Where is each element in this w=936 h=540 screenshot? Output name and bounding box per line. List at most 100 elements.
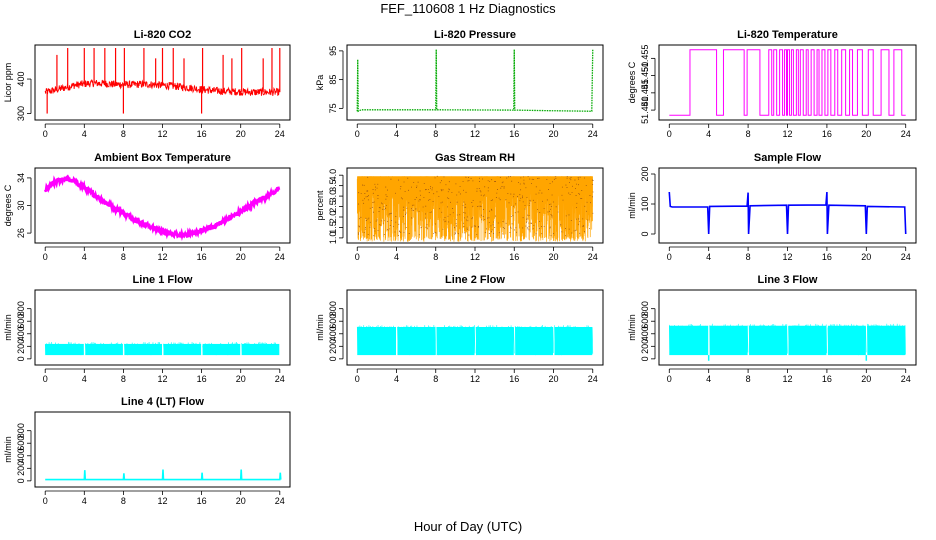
x-tick-label: 20 — [861, 374, 871, 384]
x-tick-label: 24 — [901, 374, 911, 384]
series-line — [668, 191, 907, 235]
flow-band-texture — [436, 325, 476, 356]
x-tick-label: 24 — [588, 374, 598, 384]
y-tick-label: 51.445 — [640, 79, 650, 107]
panel-7: Line 2 Flow ml/min 0 4 8 12 16 20 24 0 20040060080… — [315, 274, 604, 384]
flow-band-texture — [554, 325, 594, 356]
plot-frame — [34, 289, 291, 366]
flow-band-texture — [84, 342, 123, 356]
flow-band-texture — [668, 323, 708, 355]
panel-title: Line 1 Flow — [133, 274, 193, 286]
x-tick-label: 16 — [822, 129, 832, 139]
panel-5: Sample Flow ml/min 0 4 8 12 16 20 24 0 100 200 — [627, 152, 917, 262]
x-tick-label: 8 — [121, 252, 126, 262]
x-tick-label: 16 — [822, 252, 832, 262]
y-tick-label: 600 — [16, 314, 26, 329]
data-layer — [43, 174, 281, 242]
flow-band-texture — [124, 342, 162, 356]
y-tick-label: 400 — [16, 72, 26, 87]
x-tick-label: 12 — [782, 374, 792, 384]
plot-frame — [658, 289, 917, 366]
y-axis-label: kPa — [315, 75, 325, 91]
panel-3: Ambient Box Temperature degrees C 0 4 8 12 16 2… — [3, 152, 291, 262]
x-tick-label: 16 — [509, 129, 519, 139]
x-tick-label: 0 — [43, 252, 48, 262]
y-tick-label: 0 — [640, 356, 650, 361]
x-tick-label: 20 — [861, 252, 871, 262]
panel-title: Li-820 CO2 — [134, 29, 191, 41]
panel-0: Li-820 CO2 Licor ppm 0 4 8 12 16 20 24 300 400 — [3, 29, 291, 139]
y-tick-label: 1.0 — [328, 232, 338, 245]
y-tick-label: 0 — [640, 231, 650, 236]
x-tick-label: 20 — [236, 374, 246, 384]
y-tick-label: 200 — [640, 339, 650, 354]
x-tick-label: 8 — [746, 252, 751, 262]
y-tick-label: 600 — [640, 314, 650, 329]
y-tick-label: 400 — [640, 326, 650, 341]
x-tick-label: 20 — [236, 496, 246, 506]
panel-8: Line 3 Flow ml/min 0 4 8 12 16 20 24 0 20040060080… — [627, 274, 917, 384]
y-axis-label: ml/min — [627, 192, 637, 219]
panel-title: Ambient Box Temperature — [94, 152, 231, 164]
x-tick-label: 4 — [706, 374, 711, 384]
y-tick-label: 95 — [328, 46, 338, 56]
x-tick-label: 16 — [197, 129, 207, 139]
panel-title: Gas Stream RH — [435, 152, 515, 164]
temperature-series-line — [669, 49, 906, 116]
y-tick-label: 400 — [16, 448, 26, 463]
x-tick-label: 16 — [197, 496, 207, 506]
x-tick-label: 4 — [706, 252, 711, 262]
x-tick-label: 20 — [861, 129, 871, 139]
plot-frame — [34, 411, 291, 488]
x-axis-title: Hour of Day (UTC) — [413, 519, 523, 534]
x-tick-label: 12 — [157, 252, 167, 262]
panel-title: Line 3 Flow — [758, 274, 818, 286]
y-axis-label: percent — [315, 190, 325, 221]
flow-band-texture — [202, 342, 240, 356]
plot-frame — [346, 289, 604, 366]
rh-series-line — [356, 176, 593, 242]
y-tick-label: 1.5 — [328, 221, 338, 234]
x-tick-label: 4 — [82, 374, 87, 384]
x-tick-label: 12 — [782, 129, 792, 139]
x-tick-label: 8 — [433, 129, 438, 139]
x-tick-label: 16 — [197, 374, 207, 384]
data-layer — [356, 49, 594, 113]
y-axis-label: ml/min — [627, 314, 637, 341]
flow-band-texture — [788, 323, 828, 356]
x-tick-label: 24 — [275, 129, 285, 139]
x-tick-label: 8 — [746, 374, 751, 384]
ambient-series-line — [43, 174, 281, 242]
plot-frame — [34, 167, 291, 244]
data-layer — [668, 191, 907, 235]
y-axis-label: degrees C — [3, 184, 13, 226]
flow-band-texture — [397, 325, 437, 356]
y-tick-label: 51.455 — [640, 45, 650, 73]
figure-title: FEF_110608 1 Hz Diagnostics — [380, 1, 556, 16]
data-layer — [44, 341, 280, 356]
y-tick-label: 600 — [328, 314, 338, 329]
x-tick-label: 24 — [901, 129, 911, 139]
plot-frame — [346, 44, 604, 121]
y-tick-label: 600 — [16, 436, 26, 451]
x-tick-label: 16 — [197, 252, 207, 262]
x-tick-label: 20 — [548, 129, 558, 139]
data-layer — [44, 48, 281, 114]
y-tick-label: 51.450 — [640, 62, 650, 90]
flow-band-texture — [866, 323, 906, 356]
panel-title: Line 4 (LT) Flow — [121, 396, 204, 408]
y-tick-label: 200 — [16, 339, 26, 354]
x-tick-label: 0 — [43, 374, 48, 384]
x-tick-label: 16 — [509, 374, 519, 384]
flow-band-texture — [44, 341, 84, 356]
x-tick-label: 0 — [667, 374, 672, 384]
y-tick-label: 34 — [16, 173, 26, 183]
x-tick-label: 0 — [355, 252, 360, 262]
y-axis-label: ml/min — [3, 436, 13, 463]
x-tick-label: 12 — [157, 496, 167, 506]
y-tick-label: 800 — [640, 301, 650, 316]
x-tick-label: 8 — [121, 129, 126, 139]
series-line — [45, 469, 282, 481]
y-tick-label: 3.0 — [328, 190, 338, 203]
